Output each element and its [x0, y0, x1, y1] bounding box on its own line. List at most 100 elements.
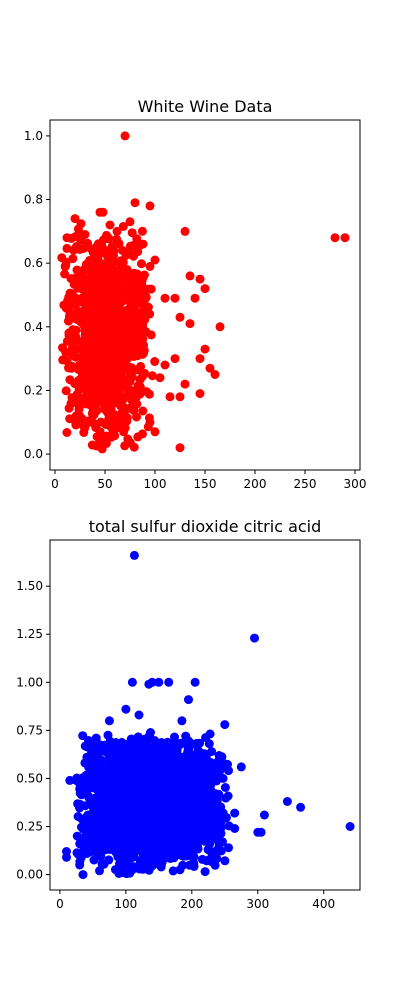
data-point — [72, 265, 82, 275]
data-point — [163, 760, 173, 769]
data-point — [194, 800, 204, 810]
data-point — [188, 739, 198, 749]
x-tick-label: 100 — [144, 477, 167, 491]
data-point — [93, 742, 103, 752]
data-point — [101, 814, 111, 824]
data-point — [117, 414, 127, 423]
data-point — [71, 232, 80, 242]
data-point — [103, 730, 113, 740]
data-point — [122, 307, 132, 317]
data-point — [65, 775, 75, 785]
data-point — [130, 771, 140, 781]
data-point — [282, 797, 292, 806]
data-point — [93, 834, 103, 844]
data-point — [127, 862, 137, 872]
data-point — [203, 790, 213, 800]
data-point — [104, 751, 114, 761]
y-tick-label: 0.2 — [24, 383, 43, 397]
axis-ticks: 0 100 200 300 400 0.00 0.25 0.50 0.75 1.00 1.25 1.5… — [16, 579, 335, 911]
data-point — [185, 762, 195, 772]
data-point — [200, 344, 210, 354]
data-point — [69, 279, 79, 289]
data-point — [118, 327, 128, 337]
data-point — [93, 751, 102, 761]
data-point — [111, 804, 121, 814]
data-point — [155, 373, 165, 383]
data-point — [58, 355, 68, 365]
data-point — [180, 226, 190, 236]
data-point — [141, 327, 151, 337]
data-point — [108, 813, 118, 823]
data-point — [202, 856, 212, 866]
data-point — [133, 432, 143, 442]
data-point — [114, 381, 124, 391]
data-point — [150, 357, 160, 366]
data-point — [217, 816, 226, 826]
x-tick-label: 200 — [180, 897, 203, 911]
data-point — [183, 774, 193, 784]
y-tick-label: 1.50 — [16, 579, 43, 593]
data-point — [210, 761, 220, 771]
data-point — [190, 293, 200, 303]
data-point — [80, 758, 90, 768]
data-point — [146, 284, 156, 294]
data-point — [83, 349, 93, 359]
data-point — [125, 323, 135, 333]
data-point — [134, 283, 144, 293]
data-point — [129, 251, 138, 261]
data-point — [195, 274, 205, 284]
data-point — [137, 813, 147, 822]
y-tick-label: 1.25 — [16, 627, 43, 641]
plot-frame — [49, 119, 361, 471]
data-point — [166, 849, 176, 859]
data-point — [113, 864, 123, 874]
data-point — [168, 866, 178, 876]
data-point — [97, 444, 107, 454]
data-point — [212, 776, 221, 786]
data-point — [215, 322, 225, 332]
data-point — [158, 845, 168, 855]
data-point — [86, 360, 96, 370]
y-tick-label: 0.0 — [24, 447, 43, 461]
data-point — [120, 131, 130, 141]
data-point — [175, 443, 185, 453]
data-point — [141, 752, 151, 762]
data-point — [171, 798, 181, 808]
data-point — [60, 269, 70, 279]
data-point — [195, 389, 205, 399]
data-point — [88, 306, 98, 316]
data-point — [150, 255, 160, 265]
data-point — [135, 744, 145, 754]
y-tick-label: 0.8 — [24, 193, 43, 207]
data-point — [150, 427, 160, 437]
data-point — [164, 677, 174, 687]
data-point — [184, 785, 194, 795]
data-point — [84, 740, 94, 750]
x-tick-label: 400 — [312, 897, 335, 911]
data-point — [62, 428, 72, 437]
data-point — [142, 860, 152, 870]
data-point — [57, 253, 67, 263]
data-point — [104, 716, 114, 726]
data-point — [134, 782, 144, 792]
data-point — [148, 829, 157, 839]
data-point — [107, 362, 117, 372]
data-point — [135, 276, 145, 286]
data-point — [85, 794, 95, 804]
data-point — [138, 239, 148, 249]
y-tick-label: 1.00 — [16, 675, 43, 689]
data-point — [112, 348, 122, 358]
data-point — [138, 334, 148, 344]
data-point — [80, 801, 90, 811]
data-point — [61, 386, 71, 396]
data-point — [66, 312, 76, 322]
data-point — [132, 412, 141, 422]
data-point — [116, 274, 126, 284]
data-point — [129, 550, 139, 560]
data-point — [150, 763, 160, 773]
y-tick-label: 0.4 — [24, 320, 43, 334]
data-point — [340, 233, 350, 243]
x-tick-label: 0 — [56, 897, 64, 911]
data-point — [121, 250, 131, 260]
